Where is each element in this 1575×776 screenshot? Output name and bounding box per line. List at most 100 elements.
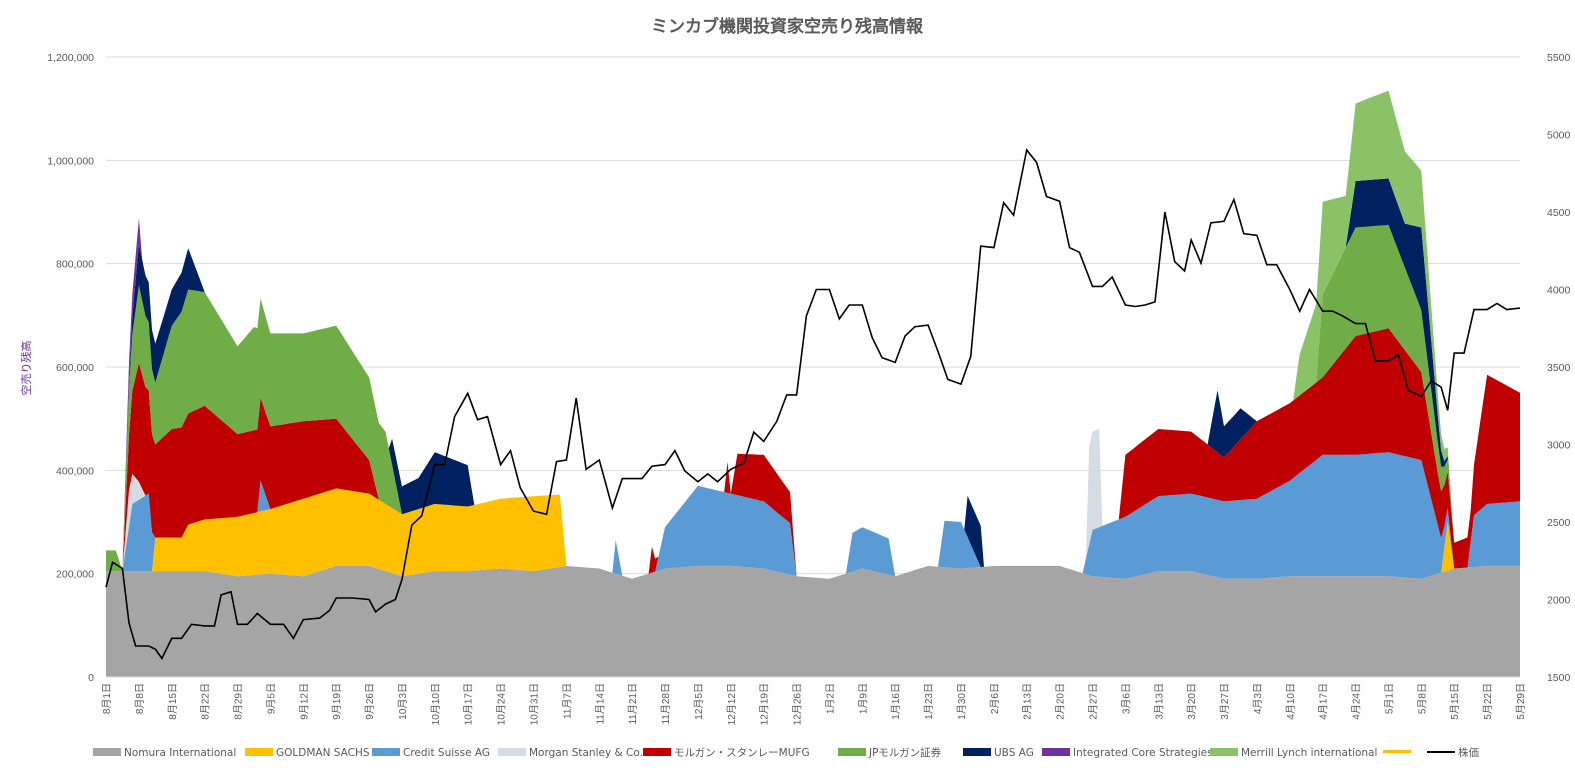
x-tick-label: 3月20日 (1186, 683, 1198, 720)
legend-label: Merrill Lynch international (1241, 747, 1377, 759)
x-tick-label: 8月22日 (200, 683, 212, 720)
y-tick-label: 0 (88, 672, 94, 684)
legend-item: 株価 (1427, 746, 1479, 759)
x-tick-label: 1月23日 (923, 683, 935, 720)
x-tick-label: 8月8日 (134, 683, 146, 714)
x-tick-label: 9月26日 (364, 683, 376, 720)
x-tick-label: 3月6日 (1120, 683, 1132, 714)
y-axis-left: 0 200,000 400,000 600,000 800,000 1,000,000 1,… (47, 52, 94, 684)
x-tick-label: 1月9日 (857, 683, 869, 714)
x-tick-label: 2月27日 (1088, 683, 1100, 720)
x-tick-label: 11月7日 (561, 683, 573, 719)
x-tick-label: 1月30日 (956, 683, 968, 720)
y2-tick-label: 5500 (1547, 52, 1571, 64)
legend-label: Integrated Core Strategies (1073, 747, 1213, 759)
y2-tick-label: 2000 (1547, 595, 1571, 607)
x-tick-label: 11月28日 (660, 683, 672, 725)
legend-item: GOLDMAN SACHS (245, 747, 370, 759)
chart-title: ミンカブ機関投資家空売り残高情報 (651, 16, 924, 37)
y-axis-right: 1500 2000 2500 3000 3500 4000 4500 5000 5500 (1547, 52, 1571, 684)
x-tick-label: 2月13日 (1022, 683, 1034, 720)
legend-swatch (245, 748, 273, 756)
x-tick-label: 2月6日 (989, 683, 1001, 714)
legend-label: Nomura International (124, 747, 236, 759)
x-tick-label: 8月29日 (233, 683, 245, 720)
x-tick-label: 12月19日 (759, 683, 771, 725)
legend-label: Credit Suisse AG (403, 747, 490, 759)
area-series (106, 90, 1520, 579)
y2-tick-label: 1500 (1547, 672, 1571, 684)
x-tick-label: 12月12日 (726, 683, 738, 725)
legend-item: Nomura International (93, 747, 236, 759)
x-tick-label: 8月15日 (167, 683, 179, 720)
legend-swatch (1042, 748, 1070, 756)
y2-tick-label: 3500 (1547, 362, 1571, 374)
legend-swatch (838, 748, 866, 756)
x-tick-label: 9月12日 (298, 683, 310, 720)
stacked-areas (106, 90, 1520, 677)
x-tick-label: 12月26日 (792, 683, 804, 725)
x-tick-label: 3月13日 (1153, 683, 1165, 720)
legend-swatch (1210, 748, 1238, 756)
legend-item: JPモルガン証券 (838, 746, 942, 759)
area-series (106, 452, 1520, 579)
area-series (106, 565, 1520, 677)
price-line (105, 148, 1521, 660)
x-tick-label: 1月2日 (824, 683, 836, 714)
x-tick-label: 11月14日 (594, 683, 606, 725)
y-axis-label: 空売り残高 (19, 341, 33, 396)
y-tick-label: 1,200,000 (47, 52, 94, 64)
legend-label: 株価 (1458, 746, 1479, 759)
x-tick-label: 10月10日 (430, 683, 442, 725)
x-tick-label: 10月24日 (496, 683, 508, 725)
area-series (106, 488, 1520, 579)
legend-swatch (372, 748, 400, 756)
x-tick-label: 9月5日 (265, 683, 277, 714)
legend-swatch (93, 748, 121, 756)
legend-label: Morgan Stanley & Co. (529, 747, 643, 759)
y2-tick-label: 4500 (1547, 207, 1571, 219)
x-tick-label: 5月8日 (1416, 683, 1428, 714)
x-tick-label: 10月3日 (397, 683, 409, 720)
area-series (106, 178, 1520, 579)
y2-tick-label: 5000 (1547, 130, 1571, 142)
legend-label: モルガン・スタンレーMUFG (674, 747, 810, 759)
x-tick-label: 9月19日 (331, 683, 343, 720)
y-tick-label: 200,000 (56, 569, 94, 581)
x-tick-label: 4月10日 (1285, 683, 1297, 720)
area-series (106, 224, 1520, 579)
y-tick-label: 1,000,000 (47, 155, 94, 167)
legend-item (1383, 750, 1411, 753)
legend-label: UBS AG (994, 747, 1034, 759)
x-tick-label: 5月1日 (1384, 683, 1396, 714)
x-tick-label: 5月22日 (1482, 683, 1494, 720)
legend-item: UBS AG (963, 747, 1034, 759)
y2-tick-label: 4000 (1547, 285, 1571, 297)
x-tick-label: 10月17日 (463, 683, 475, 725)
x-tick-label: 5月29日 (1515, 683, 1527, 720)
legend-label: GOLDMAN SACHS (276, 747, 370, 759)
y-tick-label: 600,000 (56, 362, 94, 374)
y-tick-label: 800,000 (56, 259, 94, 271)
x-tick-label: 11月21日 (627, 683, 639, 725)
legend-swatch (1383, 750, 1411, 753)
y2-tick-label: 3000 (1547, 440, 1571, 452)
legend-item: モルガン・スタンレーMUFG (643, 747, 810, 759)
x-tick-label: 8月1日 (101, 683, 113, 714)
x-tick-label: 3月27日 (1219, 683, 1231, 720)
legend-item: Integrated Core Strategies (1042, 747, 1213, 759)
legend-item: Credit Suisse AG (372, 747, 490, 759)
x-tick-label: 5月15日 (1449, 683, 1461, 720)
legend: Nomura International GOLDMAN SACHS Credit … (93, 746, 1479, 759)
price-line-layer (105, 148, 1521, 660)
y-tick-label: 400,000 (56, 465, 94, 477)
x-axis: 8月1日 8月8日 8月15日 8月22日 8月29日 9月5日 9月12日 9月19日 9月2… (101, 676, 1527, 725)
y2-tick-label: 2500 (1547, 517, 1571, 529)
x-tick-label: 4月3日 (1252, 683, 1264, 714)
x-tick-label: 10月31日 (529, 683, 541, 725)
legend-item: Morgan Stanley & Co. (498, 747, 643, 759)
legend-item: Merrill Lynch international (1210, 747, 1377, 759)
legend-swatch (643, 748, 671, 756)
